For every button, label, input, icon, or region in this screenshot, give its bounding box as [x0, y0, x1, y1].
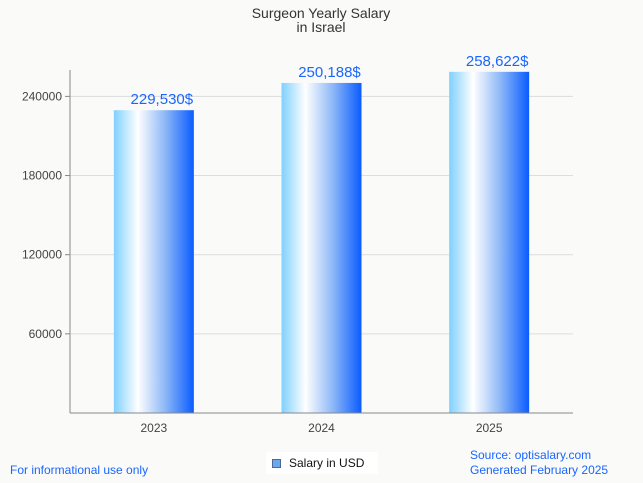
bar-2023[interactable] [113, 110, 194, 413]
bar-2024[interactable] [281, 82, 362, 414]
legend[interactable]: Salary in USD [266, 452, 378, 474]
y-tick-label: 180000 [22, 169, 62, 183]
legend-swatch [272, 458, 281, 468]
disclaimer-text: For informational use only [10, 463, 149, 477]
x-tick-label: 2023 [140, 421, 167, 435]
y-tick-label: 120000 [22, 248, 62, 262]
chart-title-line2: in Israel [296, 19, 345, 35]
chart-title-line1: Surgeon Yearly Salary [252, 5, 391, 21]
generated-text: Generated February 2025 [470, 463, 609, 477]
x-tick-label: 2025 [476, 421, 503, 435]
source-text: Source: optisalary.com [470, 448, 592, 462]
data-label: 258,622$ [466, 53, 529, 70]
data-label: 229,530$ [131, 91, 194, 108]
y-tick-label: 60000 [29, 327, 63, 341]
legend-label: Salary in USD [289, 456, 365, 470]
bar-2025[interactable] [449, 71, 530, 413]
data-label: 250,188$ [298, 64, 361, 81]
y-tick-label: 240000 [22, 89, 62, 103]
x-tick-label: 2024 [308, 421, 335, 435]
